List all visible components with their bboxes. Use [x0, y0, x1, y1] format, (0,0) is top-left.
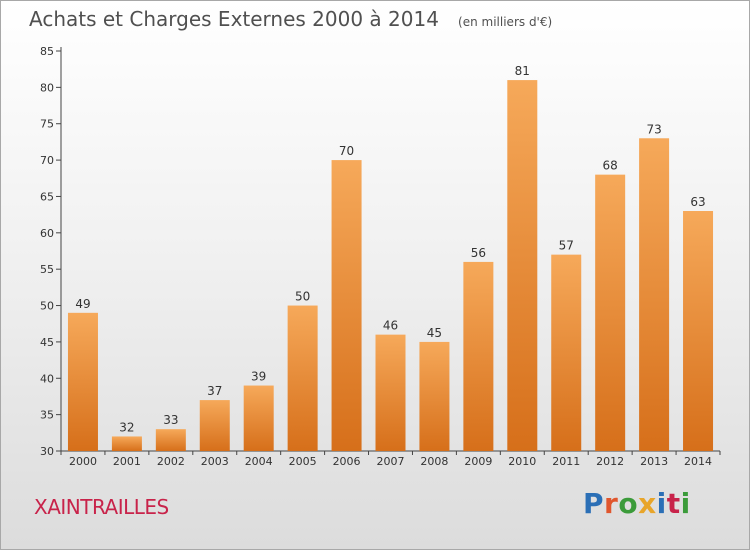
bar-2002[interactable] [155, 429, 186, 451]
y-tick-label: 65 [40, 190, 54, 203]
x-tick-label: 2006 [333, 455, 361, 468]
value-label: 49 [75, 297, 90, 311]
bar-2010[interactable] [507, 80, 538, 451]
y-tick-label: 75 [40, 118, 54, 131]
x-tick-label: 2013 [640, 455, 668, 468]
bar-2014[interactable] [683, 211, 714, 451]
logo-letter: x [638, 487, 657, 520]
bar-2006[interactable] [331, 160, 362, 451]
value-label: 81 [515, 64, 530, 78]
bar-2012[interactable] [595, 174, 626, 452]
y-tick-label: 40 [40, 372, 54, 385]
x-tick-label: 2011 [552, 455, 580, 468]
x-tick-label: 2000 [69, 455, 97, 468]
logo-letter: r [604, 487, 619, 520]
chart-title: Achats et Charges Externes 2000 à 2014 [29, 7, 439, 31]
value-label: 63 [690, 195, 705, 209]
value-label: 45 [427, 326, 442, 340]
x-tick-label: 2005 [289, 455, 317, 468]
value-label: 68 [603, 159, 618, 173]
x-tick-label: 2001 [113, 455, 141, 468]
y-tick-label: 70 [40, 154, 54, 167]
title-row: Achats et Charges Externes 2000 à 2014 (… [29, 7, 552, 31]
value-label: 39 [251, 370, 266, 384]
value-label: 32 [119, 420, 134, 434]
x-tick-label: 2002 [157, 455, 185, 468]
bar-2007[interactable] [375, 334, 406, 451]
value-label: 73 [646, 122, 661, 136]
bar-2000[interactable] [67, 312, 98, 451]
bar-2013[interactable] [639, 138, 670, 452]
value-label: 33 [163, 413, 178, 427]
y-tick-label: 55 [40, 263, 54, 276]
bar-2009[interactable] [463, 261, 494, 451]
y-tick-label: 45 [40, 336, 54, 349]
bar-2008[interactable] [419, 341, 450, 451]
x-tick-label: 2012 [596, 455, 624, 468]
logo-letter: i [656, 487, 667, 520]
value-label: 50 [295, 290, 310, 304]
logo-letter: i [680, 487, 691, 520]
bar-2001[interactable] [111, 436, 142, 451]
value-label: 70 [339, 144, 354, 158]
x-tick-label: 2009 [464, 455, 492, 468]
logo-letter: o [618, 487, 639, 520]
y-tick-label: 85 [40, 45, 54, 58]
x-tick-label: 2003 [201, 455, 229, 468]
y-tick-label: 50 [40, 300, 54, 313]
x-tick-label: 2010 [508, 455, 536, 468]
x-tick-label: 2007 [377, 455, 405, 468]
value-label: 57 [559, 239, 574, 253]
chart-subtitle: (en milliers d'€) [458, 15, 553, 29]
y-tick-label: 35 [40, 409, 54, 422]
x-tick-label: 2014 [684, 455, 712, 468]
logo-letter: P [583, 487, 605, 520]
value-label: 37 [207, 384, 222, 398]
commune-name: XAINTRAILLES [34, 495, 169, 519]
value-label: 46 [383, 319, 398, 333]
value-label: 56 [471, 246, 486, 260]
bar-2005[interactable] [287, 305, 318, 451]
bar-2003[interactable] [199, 400, 230, 451]
bar-2011[interactable] [551, 254, 582, 451]
x-tick-label: 2004 [245, 455, 273, 468]
proxiti-logo[interactable]: Proxiti [583, 487, 691, 520]
y-tick-label: 80 [40, 81, 54, 94]
x-tick-label: 2008 [420, 455, 448, 468]
bar-2004[interactable] [243, 385, 274, 451]
y-tick-label: 30 [40, 445, 54, 458]
logo-letter: t [666, 487, 681, 520]
y-tick-label: 60 [40, 227, 54, 240]
